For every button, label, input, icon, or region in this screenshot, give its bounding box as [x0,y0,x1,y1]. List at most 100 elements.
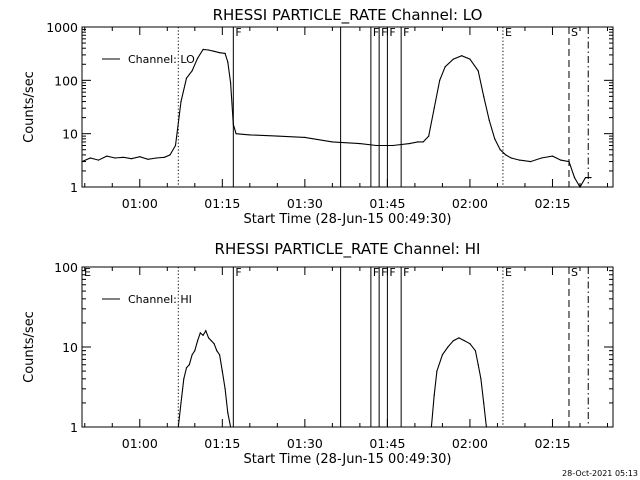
data-point [560,159,562,161]
data-point [375,144,377,147]
data-point [208,49,210,51]
x-axis-label: Start Time (28-Jun-15 00:49:30) [244,212,452,227]
data-point [194,350,196,352]
data-point [477,70,479,72]
data-point [483,402,485,404]
y-axis-label: Counts/sec [22,311,37,383]
data-point [584,177,587,179]
legend-label: Channel: LO [128,53,195,66]
data-point [510,157,512,159]
data-point [232,123,234,125]
data-point [227,412,229,414]
event-marker-label: S [571,266,578,279]
data-point [122,156,124,158]
data-point [518,159,521,161]
data-point [551,155,554,157]
data-point [183,378,185,380]
x-tick-label: 02:00 [452,436,488,451]
x-tick-label: 02:15 [534,196,570,211]
x-tick-label: 01:00 [122,196,158,211]
data-point [441,354,443,356]
y-tick-label: 1 [70,420,78,435]
data-point [216,350,218,352]
series-line [177,329,487,428]
data-point [185,367,188,369]
data-point [202,334,204,336]
data-point [230,82,232,84]
data-point [197,57,199,59]
data-point [155,157,157,159]
x-tick-label: 02:00 [452,196,488,211]
data-point [494,138,496,140]
data-point [224,388,226,390]
x-tick-label: 01:15 [204,196,240,211]
data-point [359,143,361,145]
chart-title: RHESSI PARTICLE_RATE Channel: HI [215,240,481,259]
event-marker-label: E [505,266,512,279]
event-marker-label: F [235,266,241,279]
data-point [505,154,507,156]
data-point [208,337,210,339]
data-point [230,426,232,428]
data-point [568,161,570,163]
data-point [106,155,108,157]
data-point [213,50,215,52]
event-marker-label: F [403,26,409,39]
data-point [469,58,471,60]
event-marker-label: F [373,266,379,279]
x-tick-label: 01:45 [369,196,405,211]
data-point [480,378,482,380]
data-point [197,340,199,342]
event-marker-label: E [84,266,91,279]
x-tick-label: 02:15 [534,436,570,451]
chart-title: RHESSI PARTICLE_RATE Channel: LO [213,6,483,25]
data-point [199,332,201,334]
event-marker-label: S [571,26,578,39]
event-marker-label: F [389,26,395,39]
data-point [430,426,432,428]
data-point [488,119,490,121]
data-point [447,346,449,348]
data-point [392,144,394,147]
data-point [219,354,221,356]
y-axis-label: Counts/sec [22,71,37,143]
data-point [529,161,532,163]
data-point [540,157,543,159]
y-tick-label: 1 [70,180,78,195]
data-point [235,133,237,135]
event-marker-label: F [235,26,241,39]
data-point [433,394,435,396]
data-point [439,79,441,81]
data-point [185,77,188,79]
data-point [191,354,193,356]
data-point [227,61,229,63]
data-point [130,158,133,160]
data-point [169,154,171,156]
data-point [444,66,446,68]
data-point [180,101,182,103]
data-point [210,340,212,342]
data-point [249,134,251,136]
data-point [436,370,438,372]
event-marker-label: F [403,266,409,279]
x-tick-label: 01:15 [204,436,240,451]
data-point [483,95,485,97]
data-point [213,343,215,345]
data-point [499,149,501,151]
plot-frame [81,26,614,188]
data-point [97,159,100,161]
data-point [188,364,190,366]
data-point [304,136,306,138]
event-marker-label: F [381,26,387,39]
x-axis-label: Start Time (28-Jun-15 00:49:30) [244,452,452,467]
x-tick-label: 01:30 [287,436,323,451]
data-point [579,186,581,188]
data-point [163,156,166,158]
data-point [177,426,179,428]
data-point [205,330,207,332]
data-point [147,158,149,160]
data-point [461,55,463,57]
data-point [408,143,410,145]
data-point [485,426,487,428]
